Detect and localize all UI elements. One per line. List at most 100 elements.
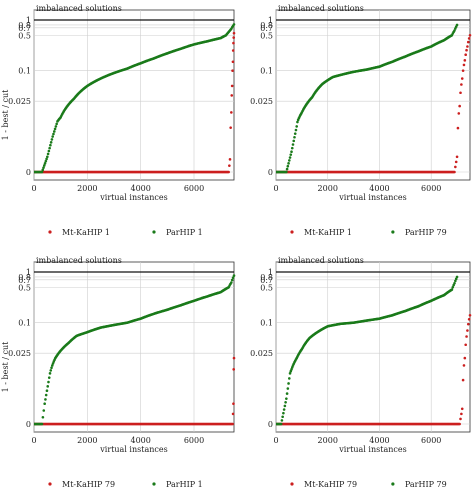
data-point	[42, 409, 46, 412]
y-tick-label: 0.8	[260, 21, 273, 30]
y-tick-label: 0.7	[18, 276, 31, 285]
data-point	[50, 366, 53, 370]
data-point	[232, 356, 236, 360]
y-tick-label: 0.025	[8, 349, 31, 358]
data-point	[464, 343, 467, 347]
data-point	[466, 322, 470, 326]
x-tick-label: 6000	[184, 184, 204, 193]
data-point	[285, 170, 288, 174]
data-point	[228, 164, 231, 167]
y-tick-label: 0.8	[260, 273, 273, 282]
data-point	[464, 53, 467, 56]
x-tick-label: 2000	[77, 184, 97, 193]
data-point	[42, 166, 45, 169]
data-point	[461, 69, 465, 72]
data-point	[229, 126, 232, 129]
x-tick-label: 2000	[318, 184, 338, 193]
data-point	[54, 125, 58, 128]
data-point	[49, 141, 53, 144]
legend-label: ParHIP 1	[166, 480, 203, 489]
imbalanced-annotation: imbalanced solutions	[278, 256, 364, 265]
series-group	[34, 31, 236, 174]
data-point	[51, 135, 54, 138]
y-tick-label: 0.1	[260, 67, 273, 76]
data-point	[45, 389, 49, 393]
y-axis-label: 1 - best / cut	[1, 89, 10, 140]
data-point	[466, 40, 470, 44]
legend-label: ParHIP 1	[166, 228, 203, 237]
data-point	[467, 37, 471, 40]
y-tick-label: 0.5	[18, 31, 31, 40]
data-point	[283, 404, 287, 408]
data-point	[42, 164, 46, 167]
data-point	[463, 356, 467, 360]
imbalanced-annotation: imbalanced solutions	[36, 256, 122, 265]
data-point	[232, 41, 235, 45]
data-point	[232, 368, 236, 371]
data-point	[455, 155, 459, 159]
data-point	[289, 153, 293, 156]
data-point	[286, 164, 290, 168]
chart-panel-top-right: 0 0.025 0.1 0.50.70.81 0 2000 4000 6000 imbalanc…	[250, 4, 472, 237]
data-point	[50, 138, 54, 141]
data-point	[232, 31, 236, 35]
y-tick-label: 0.8	[18, 273, 31, 282]
data-point	[46, 152, 50, 156]
y-tick-label: 0.025	[250, 97, 273, 106]
data-point	[453, 281, 456, 285]
x-tick-label: 6000	[421, 184, 441, 193]
data-point	[458, 422, 461, 426]
legend: Mt-KaHIP 1 ParHIP 79	[290, 228, 447, 237]
data-point	[295, 125, 298, 128]
data-point	[285, 167, 289, 171]
x-tick-label: 4000	[369, 184, 389, 193]
y-tick-label: 0.7	[260, 24, 273, 33]
legend-marker	[391, 230, 395, 234]
data-point	[468, 33, 472, 37]
data-point	[285, 397, 288, 400]
data-point	[462, 364, 466, 367]
series-group	[34, 23, 236, 174]
data-point	[454, 165, 457, 169]
y-axis-label: 1 - best / cut	[1, 341, 10, 392]
data-point	[450, 288, 454, 291]
data-point	[293, 132, 297, 135]
data-point	[453, 170, 456, 174]
data-point	[288, 377, 291, 380]
y-tick-label: 0.1	[18, 319, 31, 328]
y-tick-label: 0.5	[260, 31, 273, 40]
legend: Mt-KaHIP 79 ParHIP 1	[48, 480, 203, 489]
data-point	[455, 23, 459, 27]
data-point	[44, 393, 48, 397]
y-tick-label: 0.025	[250, 349, 273, 358]
data-point	[462, 63, 466, 67]
data-point	[41, 415, 45, 419]
legend-marker	[152, 230, 156, 234]
data-point	[280, 419, 284, 422]
data-point	[228, 158, 232, 161]
data-point	[288, 156, 292, 159]
data-point	[287, 382, 290, 385]
data-point	[465, 335, 468, 338]
legend-label: Mt-KaHIP 1	[62, 228, 110, 237]
x-tick-label: 6000	[421, 436, 441, 445]
data-point	[453, 29, 456, 32]
data-point	[455, 275, 459, 279]
legend-label: ParHIP 79	[405, 228, 447, 237]
data-point	[292, 139, 296, 143]
data-point	[454, 279, 457, 283]
data-point	[296, 120, 299, 124]
series-group	[276, 23, 459, 174]
data-point	[230, 111, 233, 114]
data-point	[288, 159, 291, 162]
legend-marker	[290, 230, 294, 234]
data-point	[460, 83, 463, 86]
data-point	[288, 372, 292, 375]
data-point	[231, 60, 235, 64]
legend: Mt-KaHIP 79 ParHIP 79	[290, 480, 447, 489]
y-tick-label: 0.7	[18, 24, 31, 33]
data-point	[285, 392, 289, 395]
y-tick-label: 0.5	[260, 283, 273, 292]
data-point	[230, 84, 234, 88]
data-point	[49, 143, 52, 147]
